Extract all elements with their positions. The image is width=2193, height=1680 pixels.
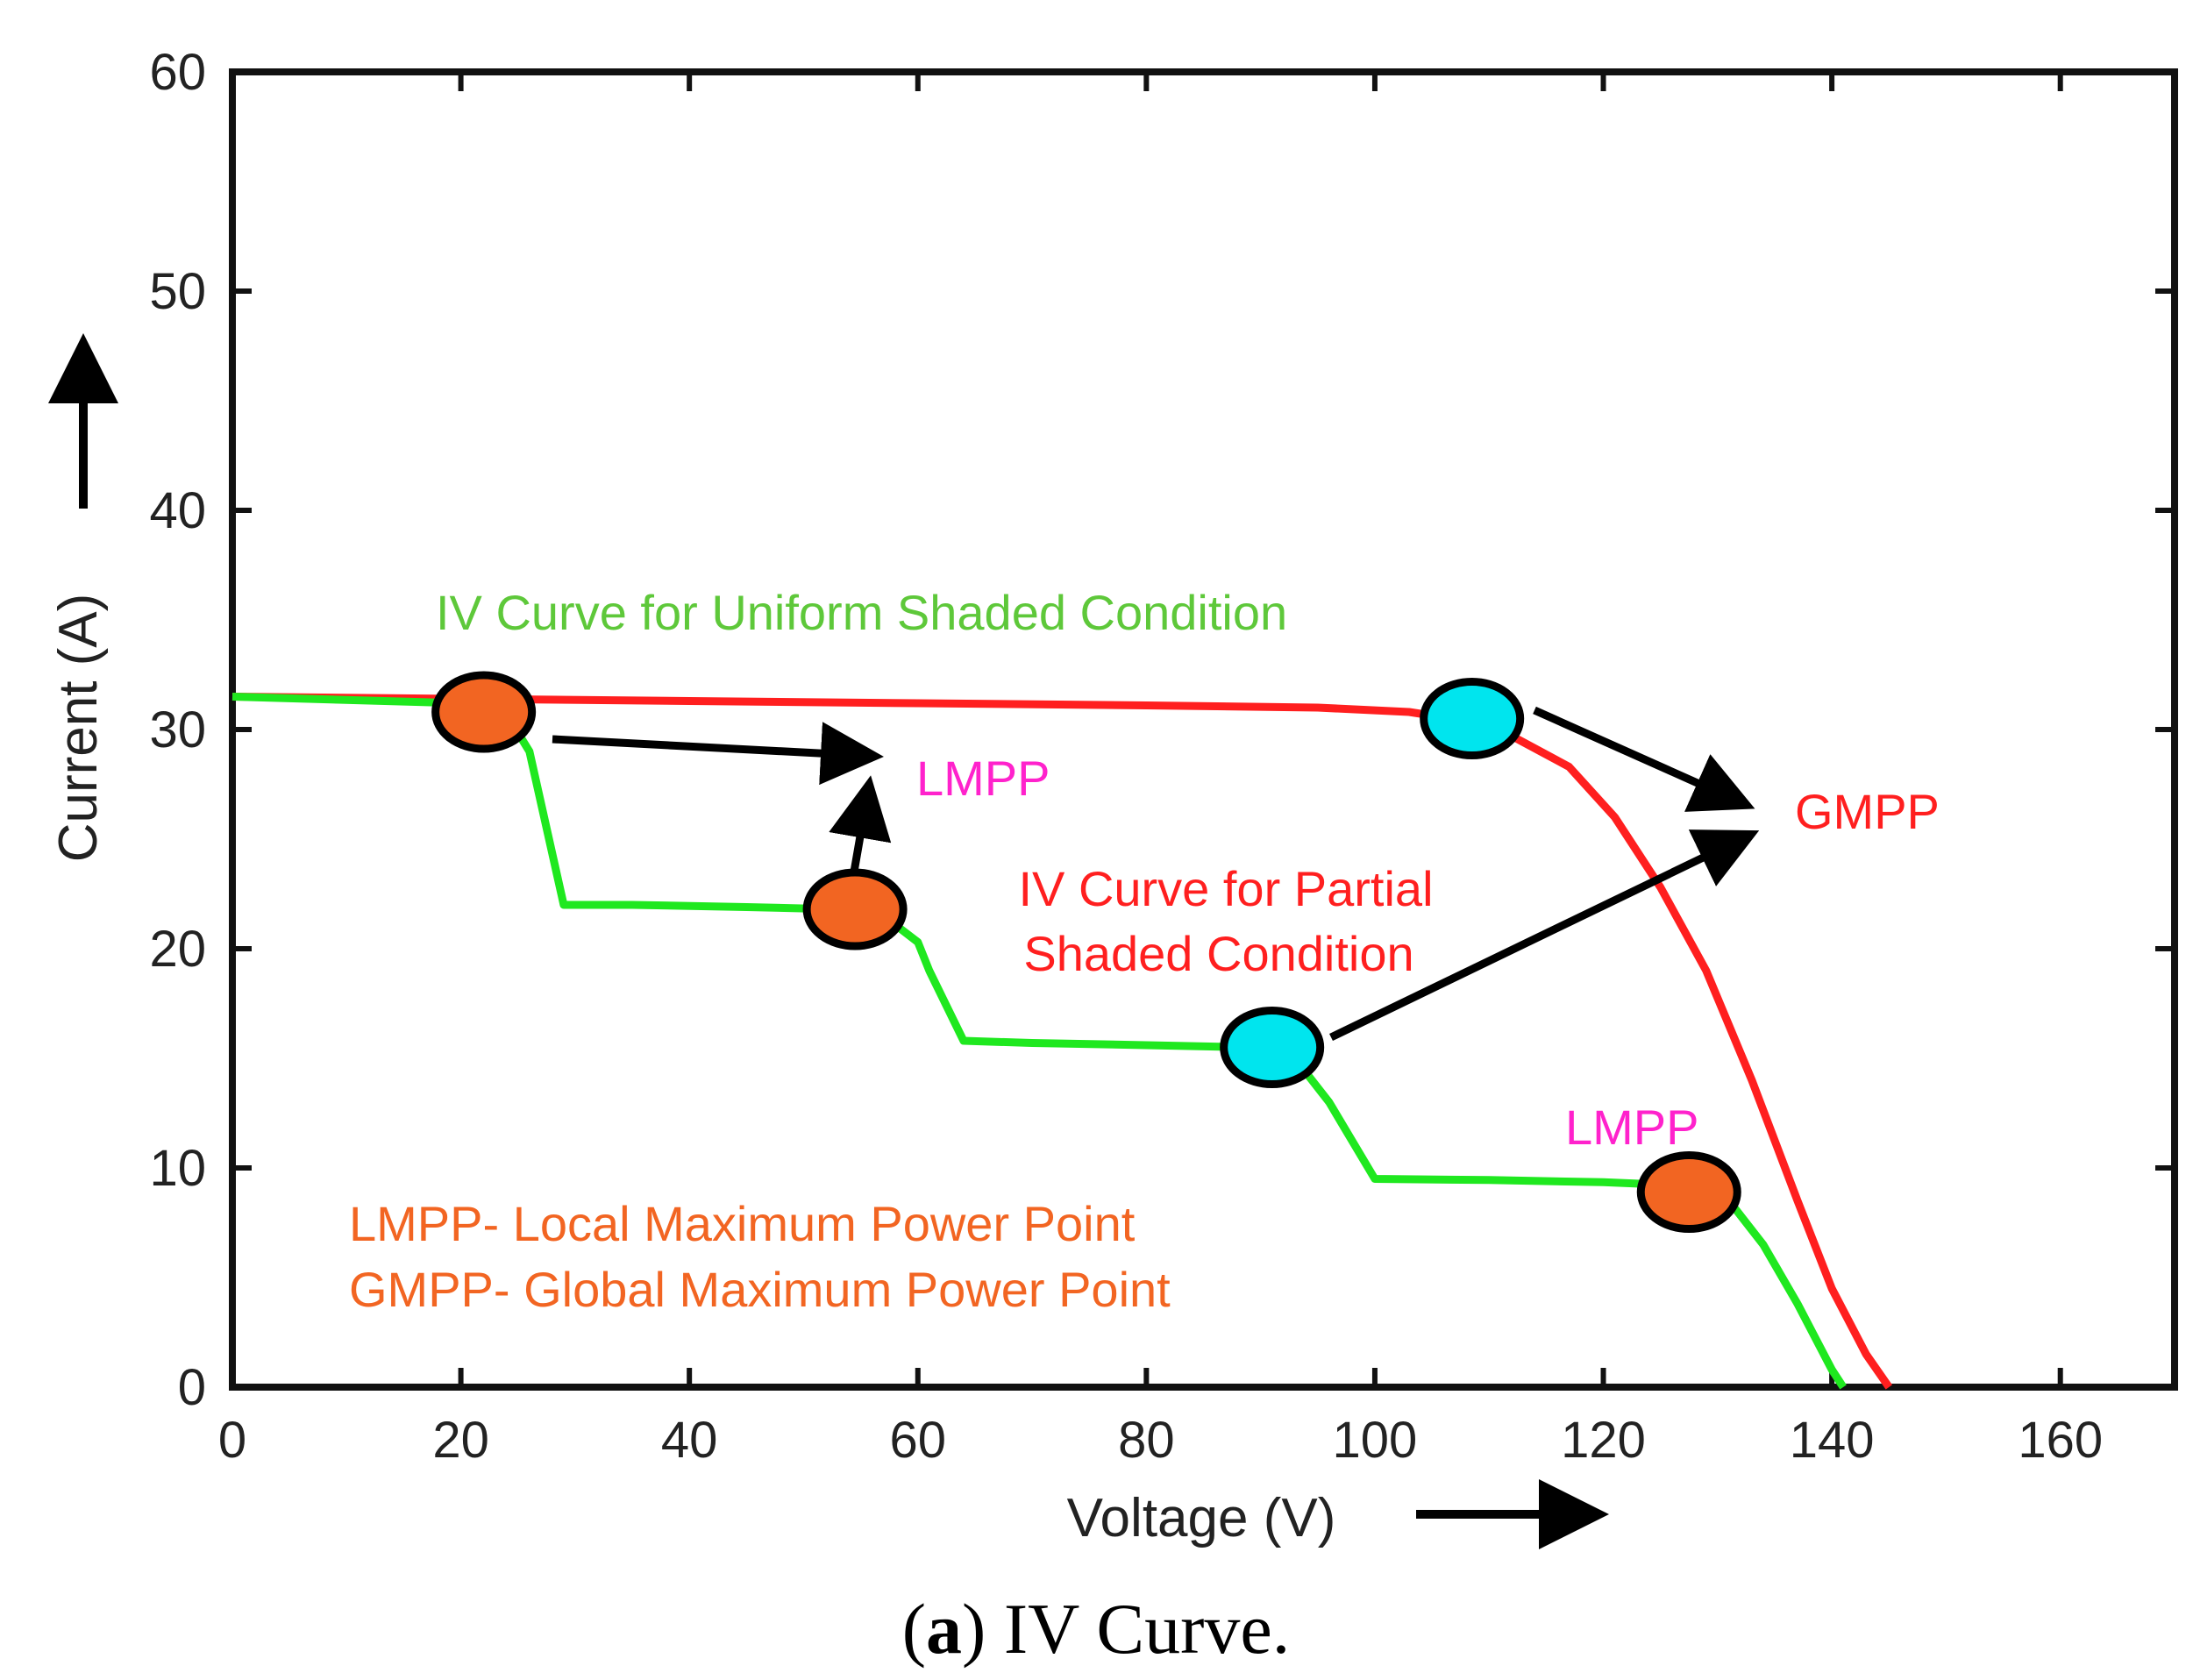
y-tick-label: 50 (149, 263, 206, 320)
arrow-lmpp-top-to-label (552, 722, 884, 786)
x-tick-label: 80 (1118, 1412, 1175, 1469)
caption-close: ) (962, 1589, 986, 1669)
partial-condition-label-line1: IV Curve for Partial (1018, 861, 1433, 916)
annotation-arrows (552, 706, 1760, 1042)
gmpp-marker (1420, 678, 1525, 759)
x-tick-label: 140 (1790, 1412, 1875, 1469)
uniform-condition-label: IV Curve for Uniform Shaded Condition (436, 585, 1287, 640)
y-tick-label: 20 (149, 921, 206, 978)
partial-shaded-series-line (231, 693, 1892, 1390)
lmpp-label-lower: LMPP (1565, 1100, 1699, 1155)
caption-text: IV Curve. (986, 1589, 1290, 1669)
arrow-gmpp-mid-to-label (1329, 829, 1760, 1042)
x-tick-label: 20 (432, 1412, 489, 1469)
lmpp-marker (802, 868, 908, 950)
caption-open: ( (902, 1589, 926, 1669)
lmpp-marker (431, 671, 537, 753)
lmpp-label-upper: LMPP (916, 751, 1050, 806)
caption-label: a (926, 1589, 962, 1669)
x-axis-label: Voltage (V) (1067, 1488, 1336, 1548)
y-tick-label: 30 (149, 701, 206, 758)
gmpp-marker (1220, 1007, 1325, 1088)
figure-caption: (a) IV Curve. (902, 1589, 1291, 1669)
y-tick-label: 10 (149, 1140, 206, 1197)
tick-labels: 0 20 40 60 80 100 120 140 160 0 10 20 30 40 50 60 (149, 44, 2103, 1469)
x-tick-label: 60 (890, 1412, 947, 1469)
x-tick-label: 160 (2018, 1412, 2103, 1469)
legend-lmpp-definition: LMPP- Local Maximum Power Point (349, 1196, 1136, 1251)
y-tick-label: 60 (149, 44, 206, 101)
x-tick-label: 0 (218, 1412, 246, 1469)
partial-condition-label-line2: Shaded Condition (1023, 926, 1413, 981)
plot-frame (229, 68, 2178, 1391)
gmpp-label: GMPP (1795, 784, 1940, 839)
x-tick-label: 40 (661, 1412, 718, 1469)
x-tick-label: 100 (1333, 1412, 1418, 1469)
y-tick-label: 0 (178, 1359, 206, 1416)
y-axis-label: Current (A) (48, 594, 109, 863)
arrow-gmpp-top-to-label (1533, 706, 1755, 812)
y-tick-label: 40 (149, 482, 206, 539)
arrow-lmpp-mid-to-label (829, 775, 892, 878)
legend-gmpp-definition: GMPP- Global Maximum Power Point (349, 1262, 1171, 1317)
x-tick-label: 120 (1561, 1412, 1646, 1469)
marker-layer (431, 671, 1741, 1233)
lmpp-marker (1636, 1151, 1741, 1233)
